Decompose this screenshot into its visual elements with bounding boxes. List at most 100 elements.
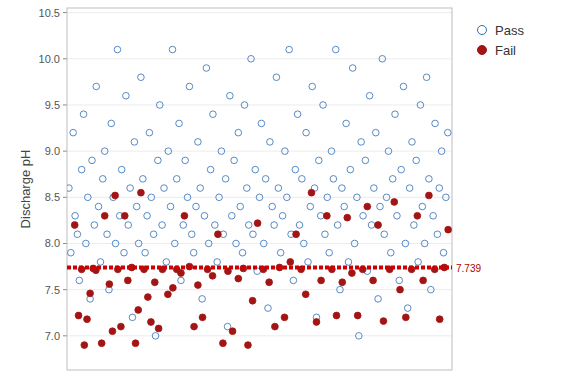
point (445, 226, 452, 233)
point (271, 222, 278, 229)
point (106, 281, 113, 288)
point (68, 249, 75, 256)
point (95, 203, 102, 210)
point (409, 139, 416, 146)
point (195, 139, 202, 146)
point (76, 277, 83, 284)
tick-mark (63, 243, 67, 244)
point (197, 185, 204, 192)
grid-line (67, 243, 452, 244)
point (159, 222, 166, 229)
point (415, 259, 422, 266)
point (220, 340, 227, 347)
point (347, 166, 354, 173)
point (127, 185, 134, 192)
point (218, 148, 225, 155)
point (387, 249, 394, 256)
grid-line (67, 151, 452, 152)
point (241, 102, 248, 109)
point (267, 139, 274, 146)
point (74, 231, 81, 238)
point (155, 157, 162, 164)
point (245, 222, 252, 229)
point (318, 277, 325, 284)
point (438, 148, 445, 155)
point (273, 74, 280, 81)
point (303, 129, 310, 136)
point (364, 203, 371, 210)
point (413, 157, 420, 164)
reference-line (67, 266, 452, 270)
point (249, 297, 256, 304)
grid-line (67, 104, 452, 105)
point (129, 314, 136, 321)
point (199, 314, 206, 321)
point (381, 231, 388, 238)
point (112, 192, 119, 199)
point (199, 296, 206, 303)
point (252, 166, 259, 173)
point (148, 194, 155, 201)
point (406, 185, 413, 192)
point (178, 270, 185, 277)
point (182, 157, 189, 164)
point (440, 249, 447, 256)
point (212, 222, 219, 229)
point (164, 291, 171, 298)
point (293, 231, 300, 238)
point (254, 220, 261, 227)
point (426, 192, 433, 199)
point (272, 323, 279, 330)
point (243, 185, 250, 192)
point (337, 286, 344, 293)
point (436, 316, 443, 323)
legend-marker (478, 26, 487, 35)
point (118, 166, 125, 173)
point (71, 222, 78, 229)
point (235, 275, 242, 282)
point (84, 194, 91, 201)
point (266, 279, 273, 286)
tick-label: 7.0 (45, 330, 60, 342)
tick-mark (63, 151, 67, 152)
point (121, 249, 128, 256)
point (67, 185, 72, 192)
tick-mark (63, 104, 67, 105)
point (207, 166, 214, 173)
point (366, 92, 373, 99)
point (287, 259, 294, 266)
point (307, 203, 314, 210)
point (379, 55, 386, 62)
point (394, 212, 401, 219)
marks (67, 46, 452, 348)
point (140, 176, 147, 183)
point (308, 189, 315, 196)
point (411, 222, 418, 229)
tick-label: 9.0 (45, 145, 60, 157)
point (375, 222, 382, 229)
tick-label: 7.5 (45, 284, 60, 296)
point (142, 249, 149, 256)
point (124, 277, 131, 284)
point (421, 240, 428, 247)
point (184, 194, 191, 201)
point (269, 203, 276, 210)
point (360, 212, 367, 219)
point (392, 111, 399, 118)
point (430, 212, 437, 219)
point (262, 176, 269, 183)
point (178, 277, 185, 284)
point (323, 212, 330, 219)
point (135, 307, 142, 314)
point (377, 203, 384, 210)
point (172, 240, 179, 247)
point (151, 279, 158, 286)
reference-label: 7.739 (456, 263, 481, 274)
point (339, 279, 346, 286)
point (396, 277, 403, 284)
chart: 7.07.58.08.59.09.510.010.5Discharge pH7.… (0, 0, 576, 384)
point (423, 74, 430, 81)
point (294, 111, 301, 118)
point (239, 249, 246, 256)
point (104, 231, 111, 238)
